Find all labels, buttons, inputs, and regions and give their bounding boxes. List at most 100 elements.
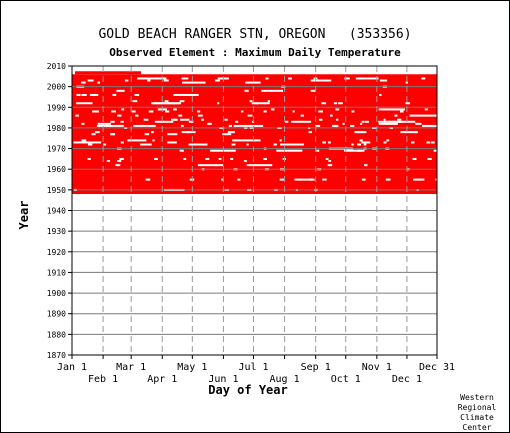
missing-data-gap [427,157,432,160]
missing-data-gap [165,110,170,113]
missing-data-gap [399,110,404,113]
missing-data-gap [127,139,147,142]
missing-data-gap [188,143,208,146]
missing-data-gap [235,120,239,123]
missing-data-gap [361,120,365,123]
missing-data-gap [392,120,416,123]
missing-data-gap [167,141,177,144]
missing-data-gap [222,133,232,136]
missing-data-gap [93,93,99,96]
missing-data-gap [310,89,316,92]
missing-data-gap [345,77,350,80]
missing-data-gap [133,124,156,127]
missing-data-gap [205,157,210,160]
missing-data-gap [116,89,125,92]
missing-data-gap [214,79,220,82]
x-tick-label: Jun 1 [208,374,238,385]
missing-data-gap [131,110,136,113]
missing-data-gap [245,81,261,84]
missing-data-gap [342,122,345,125]
missing-data-gap [355,77,379,80]
missing-data-gap [279,139,282,142]
missing-data-gap [232,139,238,142]
x-tick-label: Mar 1 [116,362,146,373]
missing-data-gap [424,108,428,111]
missing-data-gap [148,110,154,113]
missing-data-gap [310,79,332,82]
missing-data-gap [400,131,418,134]
missing-data-gap [237,178,241,181]
missing-data-gap [94,131,100,134]
missing-data-gap [108,124,112,127]
missing-data-gap [328,160,332,163]
chart-subtitle: Observed Element : Maximum Daily Tempera… [109,46,401,59]
y-tick-label: 2010 [47,62,66,71]
missing-data-gap [73,141,102,144]
missing-data-gap [396,120,400,123]
y-tick-label: 1910 [47,268,66,277]
missing-data-gap [325,157,329,160]
missing-data-gap [174,118,178,121]
missing-data-gap [144,133,150,136]
credit-block: Western Regional Climate Center [458,393,497,432]
missing-data-gap [217,102,220,105]
missing-data-gap [343,149,365,152]
missing-data-gap [291,120,312,123]
missing-data-gap [285,120,289,123]
missing-data-gap [112,93,117,96]
missing-data-gap [155,77,159,80]
missing-data-gap [231,143,236,146]
missing-data-gap [243,160,247,163]
missing-data-gap [336,118,339,121]
missing-data-gap [218,157,222,160]
missing-data-gap [91,133,96,136]
missing-data-gap [379,93,382,96]
missing-data-gap [217,77,227,80]
missing-data-gap [179,149,184,152]
missing-data-gap [87,157,91,160]
x-tick-label: Apr 1 [147,374,177,385]
missing-data-gap [261,89,280,92]
missing-data-gap [409,114,437,117]
missing-data-gap [350,124,355,127]
data-coverage-extension [75,71,141,75]
x-tick-label: Dec 1 [392,374,422,385]
missing-data-gap [120,124,124,127]
y-axis-label: Year [17,201,31,230]
missing-data-gap [263,110,267,113]
missing-data-gap [221,178,224,181]
missing-data-gap [234,139,261,142]
plot-border [71,65,438,356]
missing-data-gap [333,102,338,105]
missing-data-gap [92,110,97,113]
missing-data-gap [121,157,124,160]
chart-title: GOLD BEACH RANGER STN, OREGON (353356) [98,27,411,42]
missing-data-gap [145,178,151,181]
missing-data-gap [421,77,426,80]
missing-data-gap [412,178,425,181]
missing-data-gap [89,93,95,96]
missing-data-gap [386,139,390,142]
y-tick-label: 1970 [47,145,66,154]
missing-data-gap [415,122,422,125]
missing-data-gap [405,102,411,105]
missing-data-gap [405,81,408,84]
missing-data-gap [279,89,284,92]
missing-data-gap [81,81,86,84]
y-tick-label: 1870 [47,351,66,360]
x-tick-label: Jul 1 [238,362,268,373]
missing-data-gap [226,77,229,80]
missing-data-gap [110,133,115,136]
missing-data-gap [263,157,267,160]
credit-line: Regional [458,403,497,412]
missing-data-gap [361,178,366,181]
missing-data-gap [327,164,333,167]
missing-data-gap [414,131,417,134]
missing-data-gap [88,79,94,82]
missing-data-gap [329,114,333,117]
missing-data-gap [430,141,435,144]
missing-data-gap [172,102,175,105]
missing-data-gap [173,108,177,111]
missing-data-gap [224,118,228,121]
missing-data-gap [135,114,139,117]
